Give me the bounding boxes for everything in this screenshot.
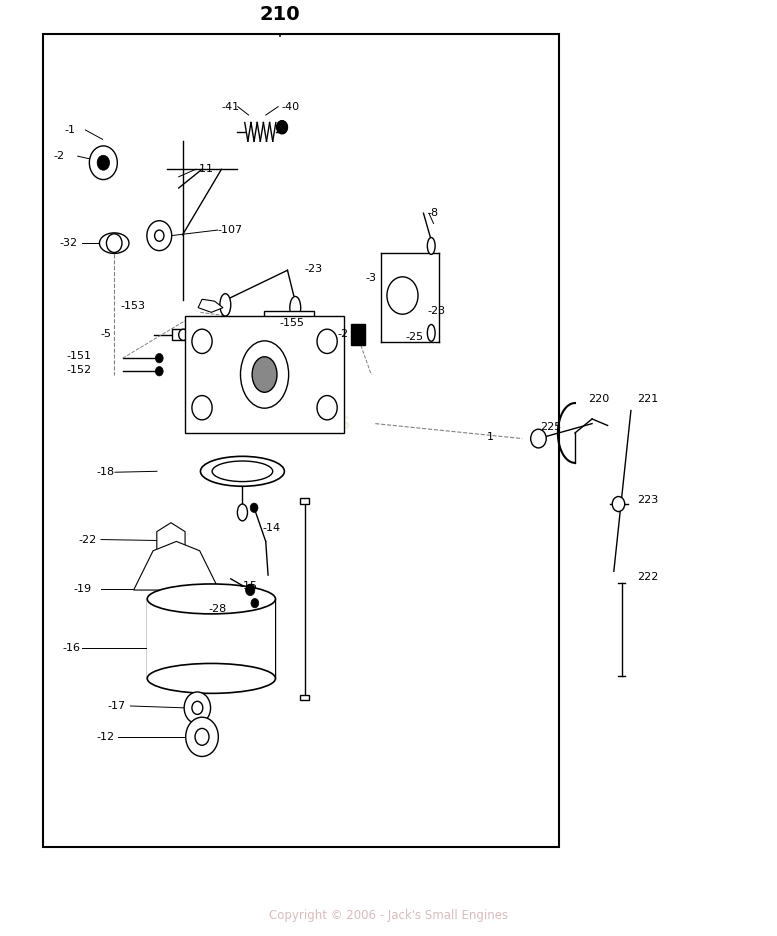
Text: -151: -151 [67,351,92,361]
Text: -18: -18 [97,467,115,477]
Bar [172,329,194,341]
Circle shape [531,430,546,448]
Circle shape [155,354,163,363]
Text: -2: -2 [54,152,64,161]
Text: -14: -14 [263,523,280,534]
Ellipse shape [238,504,248,520]
Circle shape [155,367,163,376]
Text: -2: -2 [337,329,348,339]
Circle shape [387,277,418,314]
Text: -15: -15 [239,581,257,592]
Circle shape [192,329,212,354]
Text: -8: -8 [427,208,438,218]
Circle shape [179,329,188,341]
Circle shape [317,396,337,420]
Text: 210: 210 [260,6,300,24]
Circle shape [274,326,305,363]
Ellipse shape [148,584,275,614]
Circle shape [612,496,625,511]
Text: -5: -5 [100,329,111,339]
Text: 222: 222 [637,572,659,582]
Ellipse shape [148,664,275,694]
Text: -40: -40 [281,102,299,111]
Text: Copyright © 2006 - Jack's Small Engines: Copyright © 2006 - Jack's Small Engines [269,909,508,922]
Text: -22: -22 [79,534,97,545]
Ellipse shape [240,341,288,408]
Circle shape [184,692,211,724]
Circle shape [250,503,258,512]
Circle shape [147,221,172,251]
Text: 221: 221 [637,394,658,404]
Text: -107: -107 [218,225,242,235]
Circle shape [186,717,218,756]
Ellipse shape [290,297,301,319]
Polygon shape [198,300,223,313]
Circle shape [195,728,209,745]
Ellipse shape [252,357,277,392]
Bar [300,498,309,504]
Bar [148,599,275,679]
Text: -153: -153 [120,300,145,311]
Circle shape [251,598,259,607]
Ellipse shape [220,294,231,316]
Ellipse shape [99,233,129,254]
Bar [43,34,559,847]
Bar [264,312,314,410]
Circle shape [99,158,107,168]
Polygon shape [157,522,185,558]
Bar [185,316,344,433]
Text: -23: -23 [427,306,445,316]
Circle shape [89,146,117,180]
Circle shape [192,701,203,714]
Text: -1: -1 [64,125,75,135]
Circle shape [192,396,212,420]
Circle shape [97,155,110,170]
Circle shape [155,230,164,241]
Text: 1: 1 [487,431,494,442]
Text: -32: -32 [60,238,78,248]
Text: SMALL ENGINES: SMALL ENGINES [200,415,351,432]
Bar [300,695,309,700]
Text: -28: -28 [209,604,227,614]
Text: 223: 223 [637,495,658,505]
Text: -41: -41 [221,102,239,111]
Text: -3: -3 [365,272,376,283]
Circle shape [106,234,122,253]
Bar [351,325,365,345]
Text: -23: -23 [305,264,322,274]
Ellipse shape [427,238,435,255]
Circle shape [277,121,287,134]
Text: -19: -19 [74,584,92,594]
Ellipse shape [212,461,273,482]
Text: -155: -155 [280,317,305,328]
Ellipse shape [427,325,435,342]
Text: -12: -12 [97,732,115,742]
Ellipse shape [200,457,284,487]
Circle shape [277,121,287,134]
Circle shape [246,584,255,595]
Text: -25: -25 [406,331,423,342]
Text: 225: 225 [540,422,561,432]
Text: JACK'S: JACK'S [220,381,332,410]
Circle shape [317,329,337,354]
Text: -16: -16 [63,643,81,653]
Circle shape [246,584,255,595]
Text: 220: 220 [588,394,609,404]
Text: -11: -11 [196,165,214,174]
Polygon shape [134,541,219,590]
Text: -17: -17 [108,701,126,711]
Text: -152: -152 [67,365,92,375]
